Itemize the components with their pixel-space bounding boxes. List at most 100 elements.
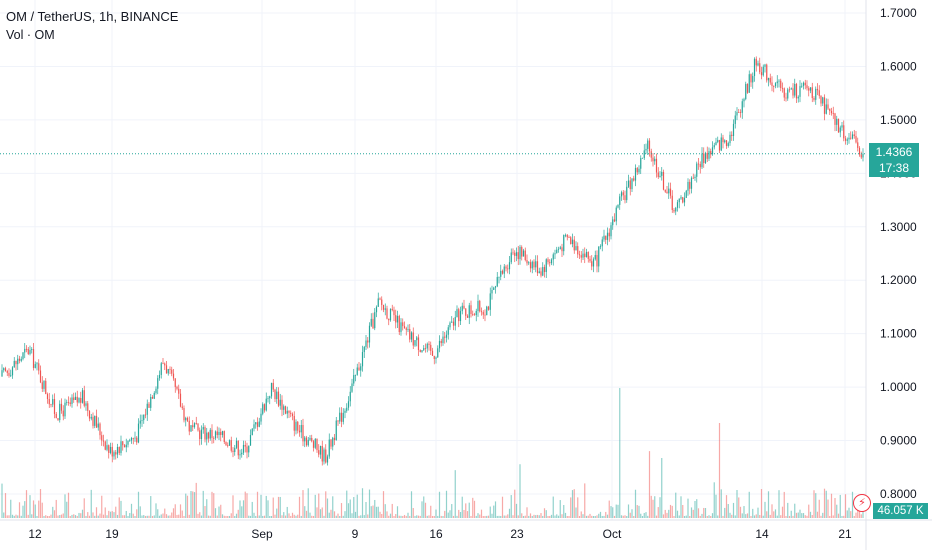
volume-bar xyxy=(64,494,66,518)
candle-body xyxy=(102,440,105,442)
volume-bar xyxy=(71,514,73,518)
chart-legend: OM / TetherUS, 1h, BINANCE Vol · OM xyxy=(6,8,178,44)
volume-bar xyxy=(587,515,589,518)
candle-body xyxy=(258,421,260,427)
volume-bar xyxy=(262,515,264,518)
volume-bar xyxy=(74,515,77,518)
volume-bar xyxy=(584,483,586,518)
symbol-title[interactable]: OM / TetherUS, 1h, BINANCE xyxy=(6,9,179,24)
volume-bar xyxy=(265,495,267,518)
volume-bar xyxy=(62,513,64,518)
candle-body xyxy=(858,147,861,155)
candle-body xyxy=(6,370,8,373)
volume-bar xyxy=(204,506,206,518)
volume-bar xyxy=(577,497,579,518)
volume-bar xyxy=(454,470,456,518)
volume-bar xyxy=(654,496,656,518)
y-tick-label: 1.0000 xyxy=(880,380,917,394)
volume-bar xyxy=(416,515,418,518)
volume-bar xyxy=(662,514,665,518)
volume-bar xyxy=(507,514,509,518)
candle-body xyxy=(535,261,537,268)
volume-bar xyxy=(818,499,820,518)
candle-body xyxy=(827,104,829,109)
candle-body xyxy=(676,202,679,208)
volume-bar xyxy=(125,510,127,518)
candle-body xyxy=(265,398,267,411)
candle-body xyxy=(528,262,530,264)
candle-body xyxy=(732,123,735,136)
volume-bar xyxy=(185,493,187,518)
volume-bar xyxy=(808,504,810,518)
volume-bar xyxy=(473,500,476,518)
volume-bar xyxy=(197,513,199,518)
volume-bar xyxy=(766,511,768,518)
volume-bar xyxy=(451,504,453,518)
volume-bar xyxy=(505,515,507,518)
candle-body xyxy=(193,423,196,428)
candle-body xyxy=(659,175,661,177)
candle-body xyxy=(475,310,477,316)
candle-body xyxy=(524,250,526,261)
candle-body xyxy=(50,404,52,406)
volume-bar xyxy=(354,511,357,518)
candle-body xyxy=(88,410,91,419)
volume-bar xyxy=(839,494,841,518)
candle-body xyxy=(757,63,759,66)
volume-bar xyxy=(433,515,435,518)
volume-bar xyxy=(557,515,560,518)
candle-body xyxy=(445,334,448,338)
candle-body xyxy=(694,176,696,179)
volume-bar xyxy=(594,515,596,518)
candle-body xyxy=(192,425,194,428)
candle-body xyxy=(269,396,271,399)
candle-body xyxy=(213,437,215,439)
volume-bar xyxy=(718,423,721,518)
candle-body xyxy=(337,420,339,422)
volume-bar xyxy=(501,496,504,518)
volume-bar xyxy=(108,510,110,518)
volume-legend[interactable]: Vol · OM xyxy=(6,26,178,44)
candle-body xyxy=(298,430,301,433)
volume-bar xyxy=(244,491,246,518)
volume-bar xyxy=(267,500,269,518)
candle-body xyxy=(704,152,707,163)
candle-body xyxy=(585,251,588,258)
candle-body xyxy=(157,378,159,389)
candle-body xyxy=(631,178,633,190)
volume-bar xyxy=(116,514,119,518)
candle-body xyxy=(717,139,719,143)
volume-bar xyxy=(778,490,780,518)
candle-body xyxy=(578,254,581,256)
candle-body xyxy=(788,89,791,91)
y-tick-label: 1.7000 xyxy=(880,6,917,20)
volume-bar xyxy=(638,505,640,518)
candle-body xyxy=(652,157,654,162)
y-tick-label: 1.6000 xyxy=(880,59,917,73)
volume-bar xyxy=(414,515,416,518)
volume-bar xyxy=(419,515,421,518)
x-tick-label: 12 xyxy=(28,527,42,541)
candle-body xyxy=(486,306,488,316)
y-tick-label: 1.3000 xyxy=(880,220,917,234)
candle-body xyxy=(293,415,295,431)
candle-body xyxy=(34,364,36,368)
candle-body xyxy=(438,340,441,349)
volume-bar xyxy=(227,515,229,518)
volume-bar xyxy=(3,512,5,518)
lightning-icon[interactable]: ⚡ xyxy=(853,494,871,512)
volume-bar xyxy=(363,515,365,518)
volume-bar xyxy=(297,514,299,518)
volume-bar xyxy=(790,510,792,518)
volume-bar xyxy=(69,515,71,518)
candle-body xyxy=(302,425,304,442)
volume-bar xyxy=(326,498,329,518)
candle-body xyxy=(214,431,217,439)
volume-bar xyxy=(249,515,252,518)
volume-bar xyxy=(59,515,61,518)
candle-body xyxy=(106,445,108,450)
volume-bar xyxy=(129,513,131,518)
volume-bar xyxy=(643,512,645,518)
